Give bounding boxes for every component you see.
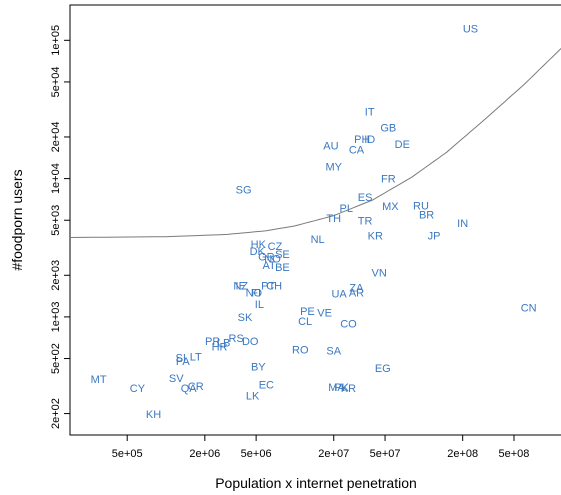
x-tick-label: 5e+07 xyxy=(370,448,401,460)
point-label-rs: RS xyxy=(229,333,244,345)
point-label-kh: KH xyxy=(146,409,161,421)
point-label-ua: UA xyxy=(331,288,347,300)
point-label-by: BY xyxy=(251,362,266,374)
fit-curve xyxy=(69,47,561,238)
y-tick-label: 1e+04 xyxy=(50,163,62,194)
point-label-pe: PE xyxy=(300,306,315,318)
y-tick-label: 2e+02 xyxy=(50,398,62,429)
y-tick-label: 1e+03 xyxy=(50,301,62,332)
point-label-hr: HR xyxy=(212,341,228,353)
point-label-cz: CZ xyxy=(268,241,283,253)
point-label-ro: RO xyxy=(292,345,309,357)
x-axis-title: Population x internet penetration xyxy=(215,475,417,491)
y-tick-label: 2e+03 xyxy=(50,260,62,291)
x-tick-label: 2e+08 xyxy=(447,448,478,460)
point-label-mx: MX xyxy=(382,201,399,213)
x-tick-label: 5e+05 xyxy=(112,448,143,460)
point-label-pk: PK xyxy=(334,382,349,394)
point-label-ar: AR xyxy=(349,287,364,299)
y-axis-title: #foodporn users xyxy=(9,169,25,270)
point-label-ca: CA xyxy=(349,144,365,156)
point-label-kr: KR xyxy=(341,383,356,395)
point-label-lt: LT xyxy=(190,351,202,363)
point-label-no: NO xyxy=(246,287,263,299)
point-label-hk: HK xyxy=(251,239,267,251)
y-axis: 2e+02 5e+02 1e+03 2e+03 5e+03 1e+04 2e+04 5e+04… xyxy=(50,25,70,429)
point-label-cl: CL xyxy=(298,316,312,328)
point-label-ru: RU xyxy=(413,200,429,212)
y-tick-label: 1e+05 xyxy=(50,25,62,56)
point-label-nz: NZ xyxy=(233,281,248,293)
x-tick-label: 5e+06 xyxy=(241,448,272,460)
point-label-my: MY xyxy=(326,162,343,174)
x-tick-label: 2e+06 xyxy=(189,448,220,460)
point-label-ch: CH xyxy=(266,281,282,293)
y-tick-label: 2e+04 xyxy=(50,122,62,153)
point-label-si: SI xyxy=(176,352,186,364)
point-label-ie: IE xyxy=(236,281,246,293)
point-label-tr: TR xyxy=(358,215,373,227)
point-label-th: TH xyxy=(326,213,341,225)
x-tick-label: 2e+07 xyxy=(318,448,349,460)
point-label-in: IN xyxy=(457,218,468,230)
point-label-us: US xyxy=(463,23,478,35)
point-label-se: SE xyxy=(275,249,290,261)
point-label-at: AT xyxy=(262,260,276,272)
point-label-cn: CN xyxy=(521,302,537,314)
point-label-au: AU xyxy=(323,141,338,153)
point-label-fr: FR xyxy=(381,174,396,186)
point-label-do: DO xyxy=(242,336,259,348)
point-label-id: ID xyxy=(364,134,375,146)
point-label-ph: PH xyxy=(354,134,369,146)
point-label-lk: LK xyxy=(246,391,260,403)
point-label-sv: SV xyxy=(169,373,184,385)
point-label-jp: JP xyxy=(428,231,441,243)
point-label-es: ES xyxy=(358,192,373,204)
point-label-ma: MA xyxy=(328,382,345,394)
point-label-eg: EG xyxy=(375,363,391,375)
point-label-qa: QA xyxy=(181,383,198,395)
point-label-vn: VN xyxy=(372,268,387,280)
y-tick-label: 5e+02 xyxy=(50,343,62,374)
point-label-no: NO xyxy=(264,253,281,265)
point-label-il: IL xyxy=(255,299,264,311)
point-label-cy: CY xyxy=(130,383,146,395)
point-label-be: BE xyxy=(275,262,290,274)
y-tick-label: 5e+03 xyxy=(50,205,62,236)
point-label-ec: EC xyxy=(259,379,274,391)
point-label-lb: LB xyxy=(217,338,230,350)
x-axis: 5e+05 2e+06 5e+06 2e+07 5e+07 2e+08 5e+08 xyxy=(112,435,530,460)
point-label-pl: PL xyxy=(340,203,353,215)
point-label-cr: CR xyxy=(188,381,204,393)
point-label-fi: FI xyxy=(251,287,261,299)
point-label-dk: DK xyxy=(250,246,266,258)
point-label-mt: MT xyxy=(91,374,107,386)
point-label-gr: GR xyxy=(258,252,275,264)
point-label-gb: GB xyxy=(380,122,396,134)
x-tick-label: 5e+08 xyxy=(499,448,530,460)
point-label-nl: NL xyxy=(311,234,325,246)
point-label-kr: KR xyxy=(368,231,383,243)
point-label-sa: SA xyxy=(326,346,341,358)
point-label-it: IT xyxy=(365,107,375,119)
point-label-sg: SG xyxy=(236,184,252,196)
point-label-co: CO xyxy=(340,318,357,330)
point-label-pr: PR xyxy=(205,336,220,348)
point-label-sk: SK xyxy=(238,312,253,324)
point-label-pt: PT xyxy=(261,281,275,293)
point-label-ve: VE xyxy=(317,307,332,319)
point-label-de: DE xyxy=(395,139,410,151)
y-tick-label: 5e+04 xyxy=(50,66,62,97)
point-label-za: ZA xyxy=(349,283,364,295)
point-label-br: BR xyxy=(419,210,434,222)
point-label-pa: PA xyxy=(176,356,191,368)
